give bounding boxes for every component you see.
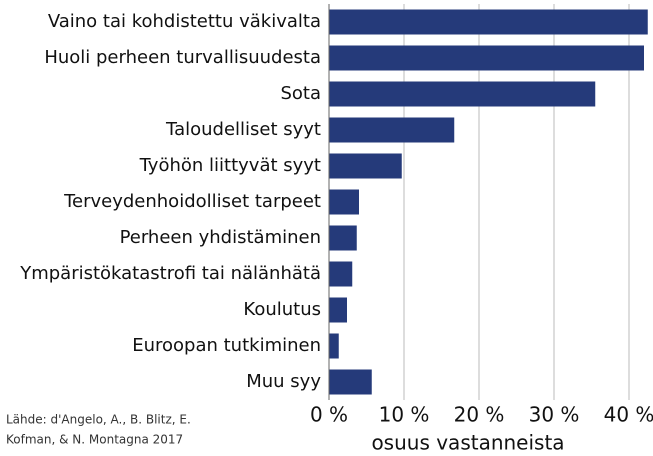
bar	[329, 333, 339, 359]
y-tick-label: Muu syy	[246, 371, 321, 392]
x-tick-label: 0 %	[310, 403, 348, 427]
bar	[329, 225, 357, 251]
source-note: Lähde: d'Angelo, A., B. Blitz, E.	[6, 413, 191, 427]
bar	[329, 297, 347, 323]
y-tick-label: Perheen yhdistäminen	[120, 227, 321, 248]
bar	[329, 189, 359, 215]
y-tick-label: Huoli perheen turvallisuudesta	[44, 47, 321, 68]
bar	[329, 9, 648, 35]
source-note: Kofman, & N. Montagna 2017	[6, 433, 183, 447]
bar	[329, 261, 353, 287]
y-tick-label: Sota	[280, 83, 321, 104]
y-tick-label: Euroopan tutkiminen	[132, 335, 321, 356]
x-axis-label: osuus vastanneista	[371, 431, 564, 455]
x-tick-label: 30 %	[529, 403, 580, 427]
x-tick-label: 40 %	[604, 403, 653, 427]
y-tick-label: Taloudelliset syyt	[165, 119, 321, 140]
bar	[329, 117, 455, 143]
y-tick-label: Vaino tai kohdistettu väkivalta	[48, 11, 321, 32]
bar	[329, 45, 644, 71]
y-tick-label: Terveydenhoidolliset tarpeet	[63, 191, 321, 212]
y-tick-label: Ympäristökatastrofi tai nälänhätä	[19, 263, 321, 284]
bar	[329, 369, 372, 395]
y-tick-label: Työhön liittyvät syyt	[139, 155, 321, 176]
bar	[329, 153, 402, 179]
bar	[329, 81, 596, 107]
x-tick-label: 10 %	[379, 403, 430, 427]
x-tick-label: 20 %	[454, 403, 505, 427]
y-tick-label: Koulutus	[243, 299, 321, 320]
